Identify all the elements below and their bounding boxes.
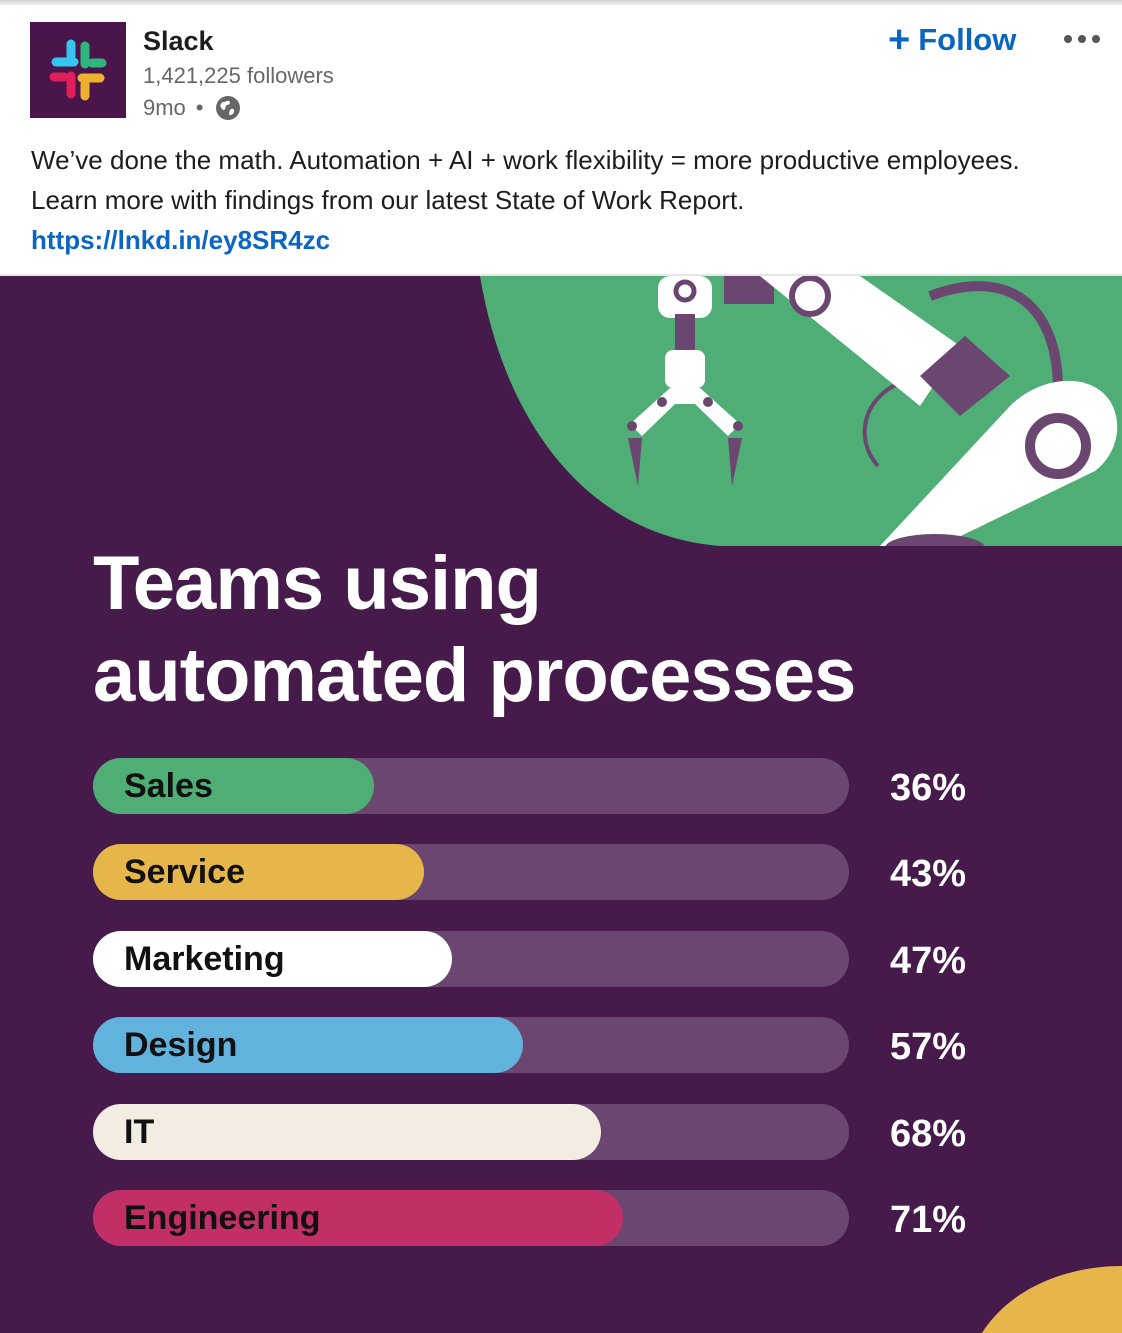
post-text: We’ve done the math. Automation + AI + w…	[31, 145, 1020, 215]
bar-value-label: 36%	[890, 767, 967, 809]
follow-button[interactable]: + Follow	[888, 18, 1016, 62]
meta-separator: •	[195, 95, 204, 120]
bar-value-label: 47%	[890, 939, 967, 982]
bar-marketing	[93, 930, 452, 987]
bar-sales	[93, 758, 374, 814]
globe-icon	[215, 96, 240, 120]
bar-row-engineering: Engineering 71%	[93, 1190, 993, 1246]
bar-label: Sales	[124, 767, 213, 805]
bar-value-label: 43%	[890, 853, 967, 896]
post-meta: 9mo •	[143, 94, 242, 122]
bar-track	[93, 1103, 849, 1160]
corner-decoration	[982, 1266, 1122, 1333]
bar-track	[93, 1190, 849, 1246]
bar-row-design: Design 57%	[93, 1017, 993, 1074]
company-name[interactable]: Slack	[143, 26, 214, 56]
bar-row-service: Service 43%	[93, 844, 993, 901]
bar-engineering	[93, 1190, 623, 1246]
bar-label: Service	[124, 853, 245, 892]
chart-title: Teams using automated processes	[93, 538, 856, 722]
company-avatar[interactable]	[30, 22, 126, 118]
chart-title-line-1: Teams using	[93, 541, 542, 626]
slack-logo-icon	[30, 22, 126, 118]
post-link[interactable]: https://lnkd.in/ey8SR4zc	[31, 225, 331, 255]
robot-arm-illustration	[480, 276, 1122, 546]
more-options-icon[interactable]	[1060, 24, 1104, 54]
bar-track	[93, 844, 849, 901]
bar-value-label: 57%	[890, 1026, 967, 1069]
bar-row-marketing: Marketing 47%	[93, 930, 993, 987]
chart-title-line-2: automated processes	[93, 633, 856, 718]
bar-track	[93, 1017, 849, 1074]
bar-label: IT	[124, 1112, 155, 1151]
bar-label: Design	[124, 1026, 238, 1065]
post-age: 9mo	[143, 95, 186, 120]
image-divider	[0, 274, 1122, 276]
top-divider	[0, 0, 1122, 6]
bar-design	[93, 1017, 523, 1074]
bar-track	[93, 930, 849, 987]
post-image[interactable]: Teams using automated processes Sales 36% S…	[0, 276, 1122, 1333]
bar-track	[93, 758, 849, 814]
bar-it	[93, 1103, 601, 1160]
post-body: We’ve done the math. Automation + AI + w…	[31, 140, 1091, 260]
footer-caption-peek	[93, 1326, 293, 1333]
bar-row-it: IT 68%	[93, 1103, 993, 1160]
bar-value-label: 68%	[890, 1112, 967, 1155]
bar-service	[93, 844, 424, 901]
bar-row-sales: Sales 36%	[93, 758, 993, 814]
follow-label: Follow	[918, 22, 1017, 57]
follower-count: 1,421,225 followers	[143, 63, 334, 88]
bar-label: Engineering	[124, 1199, 321, 1237]
plus-icon: +	[888, 19, 911, 61]
bar-label: Marketing	[124, 939, 285, 978]
bar-value-label: 71%	[890, 1199, 967, 1241]
